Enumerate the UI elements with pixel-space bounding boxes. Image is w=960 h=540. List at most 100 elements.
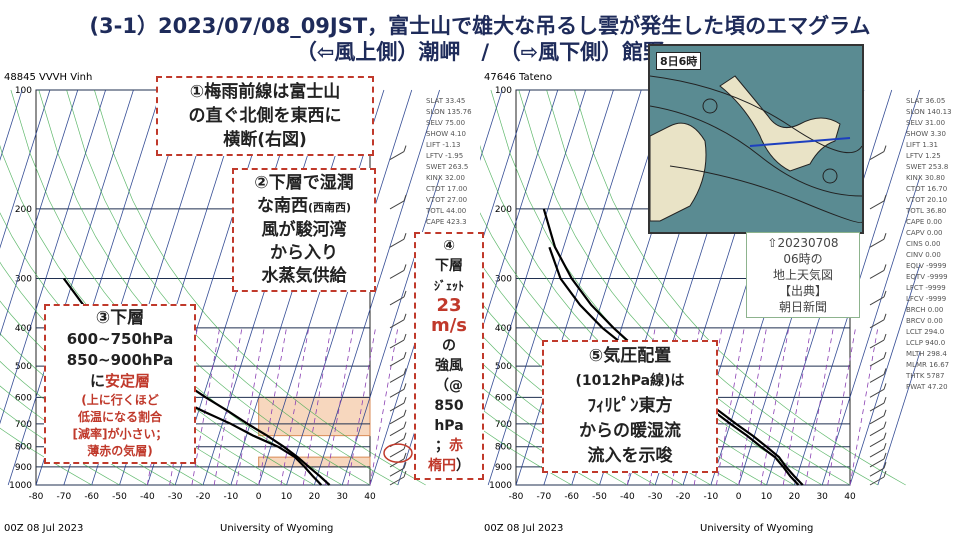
wind-barb: [403, 452, 407, 460]
temperature-tick-label: -10: [703, 492, 718, 502]
dry-adiabat: [38, 89, 371, 486]
temperature-tick-label: 10: [281, 492, 293, 502]
note-jet-line: hPa: [434, 418, 464, 434]
temperature-tick-label: 20: [309, 492, 321, 502]
pressure-tick-label: 900: [495, 463, 512, 473]
left-index-row: SLAT 33.45: [426, 97, 466, 105]
note-moist-line: 風が駿河湾: [261, 220, 347, 240]
isotherm-line: [821, 175, 920, 486]
note-jet-line: 850: [434, 398, 464, 414]
wind-barb: [403, 396, 407, 404]
wind-barb: [869, 467, 885, 477]
left-index-row: SELV 75.00: [426, 119, 466, 127]
isotherm-line: [0, 89, 79, 337]
right-index-row: CINV 0.00: [906, 251, 941, 259]
note-moist-line: 水蒸気供給: [261, 266, 347, 286]
right-index-row: LCLP 940.0: [906, 339, 946, 347]
right-index-row: SLON 140.13: [906, 108, 952, 116]
wind-barb: [883, 313, 887, 320]
note-stable-sub: 薄赤の気層): [87, 444, 153, 458]
right-indices: SLAT 36.05 SLON 140.13 SELV 31.00 SHOW 3.30…: [906, 96, 952, 393]
right-index-row: PWAT 47.20: [906, 383, 948, 391]
wind-barb: [883, 470, 887, 478]
wind-barb: [389, 476, 405, 486]
temperature-tick-label: -50: [592, 492, 607, 502]
map-caption-line: 【出典】: [778, 284, 827, 298]
note-pressure-line: ﾌｨﾘﾋﾟﾝ東方: [587, 396, 673, 416]
wind-barb: [869, 388, 885, 398]
note-stable-sub: (上に行くほど: [81, 393, 159, 407]
wind-barb: [403, 313, 407, 320]
wind-barb: [869, 296, 885, 306]
note-pressure-line: からの暖湿流: [579, 421, 681, 441]
note-jet-line: の: [442, 338, 456, 354]
wind-barb: [883, 432, 887, 439]
temperature-tick-label: -60: [84, 492, 99, 502]
note-moist-line: ②下層で湿潤: [254, 173, 354, 193]
note-jet-line: ｼﾞｪｯﾄ: [433, 279, 464, 293]
note-moist-sw: な南西: [256, 196, 308, 216]
pressure-tick-label: 900: [15, 463, 32, 473]
right-index-row: BRCV 0.00: [906, 317, 943, 325]
right-source: University of Wyoming: [700, 523, 814, 534]
left-index-row: CAPE 423.3: [426, 218, 467, 226]
temperature-tick-label: -20: [676, 492, 691, 502]
wind-barb: [869, 238, 885, 248]
wind-barb: [883, 351, 887, 359]
left-index-row: SLON 135.76: [426, 108, 472, 116]
right-index-row: LFCT -9999: [906, 284, 946, 292]
wind-barb: [389, 339, 405, 349]
wind-barb: [389, 415, 405, 425]
note-moist-wsw: (西南西): [307, 201, 352, 214]
wind-barb: [389, 296, 405, 306]
temperature-tick-label: -10: [223, 492, 238, 502]
isotherm-line: [480, 89, 531, 249]
isotherm-line: [480, 89, 503, 161]
weather-map-label: 8日6時: [656, 52, 702, 70]
wind-barb: [389, 388, 405, 398]
left-index-row: SHOW 4.10: [426, 130, 466, 138]
temperature-tick-label: 0: [736, 492, 742, 502]
temperature-tick-label: 10: [761, 492, 773, 502]
right-index-row: SLAT 36.05: [906, 97, 946, 105]
wind-highlight-ellipse: [383, 443, 413, 463]
wind-barb: [869, 200, 885, 210]
wind-barb: [883, 421, 887, 428]
left-index-row: TOTL 44.00: [426, 207, 467, 215]
wind-barb: [869, 476, 885, 486]
wind-barb: [389, 458, 405, 468]
pressure-tick-label: 600: [15, 393, 32, 403]
temperature-tick-label: -40: [140, 492, 155, 502]
wind-barb: [869, 458, 885, 468]
isotherm-line: [480, 89, 559, 337]
wind-barb: [403, 383, 407, 390]
right-index-row: LCLT 294.0: [906, 328, 945, 336]
right-index-row: LIFT 1.31: [906, 141, 938, 149]
left-index-row: VTOT 27.00: [426, 196, 468, 204]
wind-barb: [869, 270, 885, 279]
wind-barb: [403, 421, 407, 428]
pressure-tick-label: 200: [15, 205, 32, 215]
note-jet-line: ④: [443, 238, 455, 254]
isotherm-line: [0, 89, 106, 425]
right-index-row: CTOT 16.70: [906, 185, 948, 193]
left-index-row: KINX 32.00: [426, 174, 465, 182]
wind-barb: [883, 368, 887, 375]
temperature-tick-label: 0: [256, 492, 262, 502]
pressure-tick-label: 500: [15, 362, 32, 372]
temperature-tick-label: -80: [509, 492, 524, 502]
note-jet-red: 赤: [449, 438, 463, 454]
wind-barb: [869, 415, 885, 425]
note-stable-range: 600~750hPa: [66, 330, 174, 348]
stable-layer-shade: [258, 396, 371, 437]
wind-barb: [403, 351, 407, 359]
note-front-line: ①梅雨前線は富士山: [189, 82, 341, 102]
isotherm-line: [849, 262, 920, 486]
wind-barb: [869, 427, 885, 437]
right-index-row: THTK 5787: [906, 372, 945, 380]
note-moist-line: な南西(西南西): [234, 195, 374, 219]
note-jet-line: 強風: [435, 358, 463, 374]
right-index-row: MLMR 16.67: [906, 361, 950, 369]
note-jet-line: ；赤: [416, 436, 482, 456]
note-stable-range: 850~900hPa: [66, 351, 174, 369]
